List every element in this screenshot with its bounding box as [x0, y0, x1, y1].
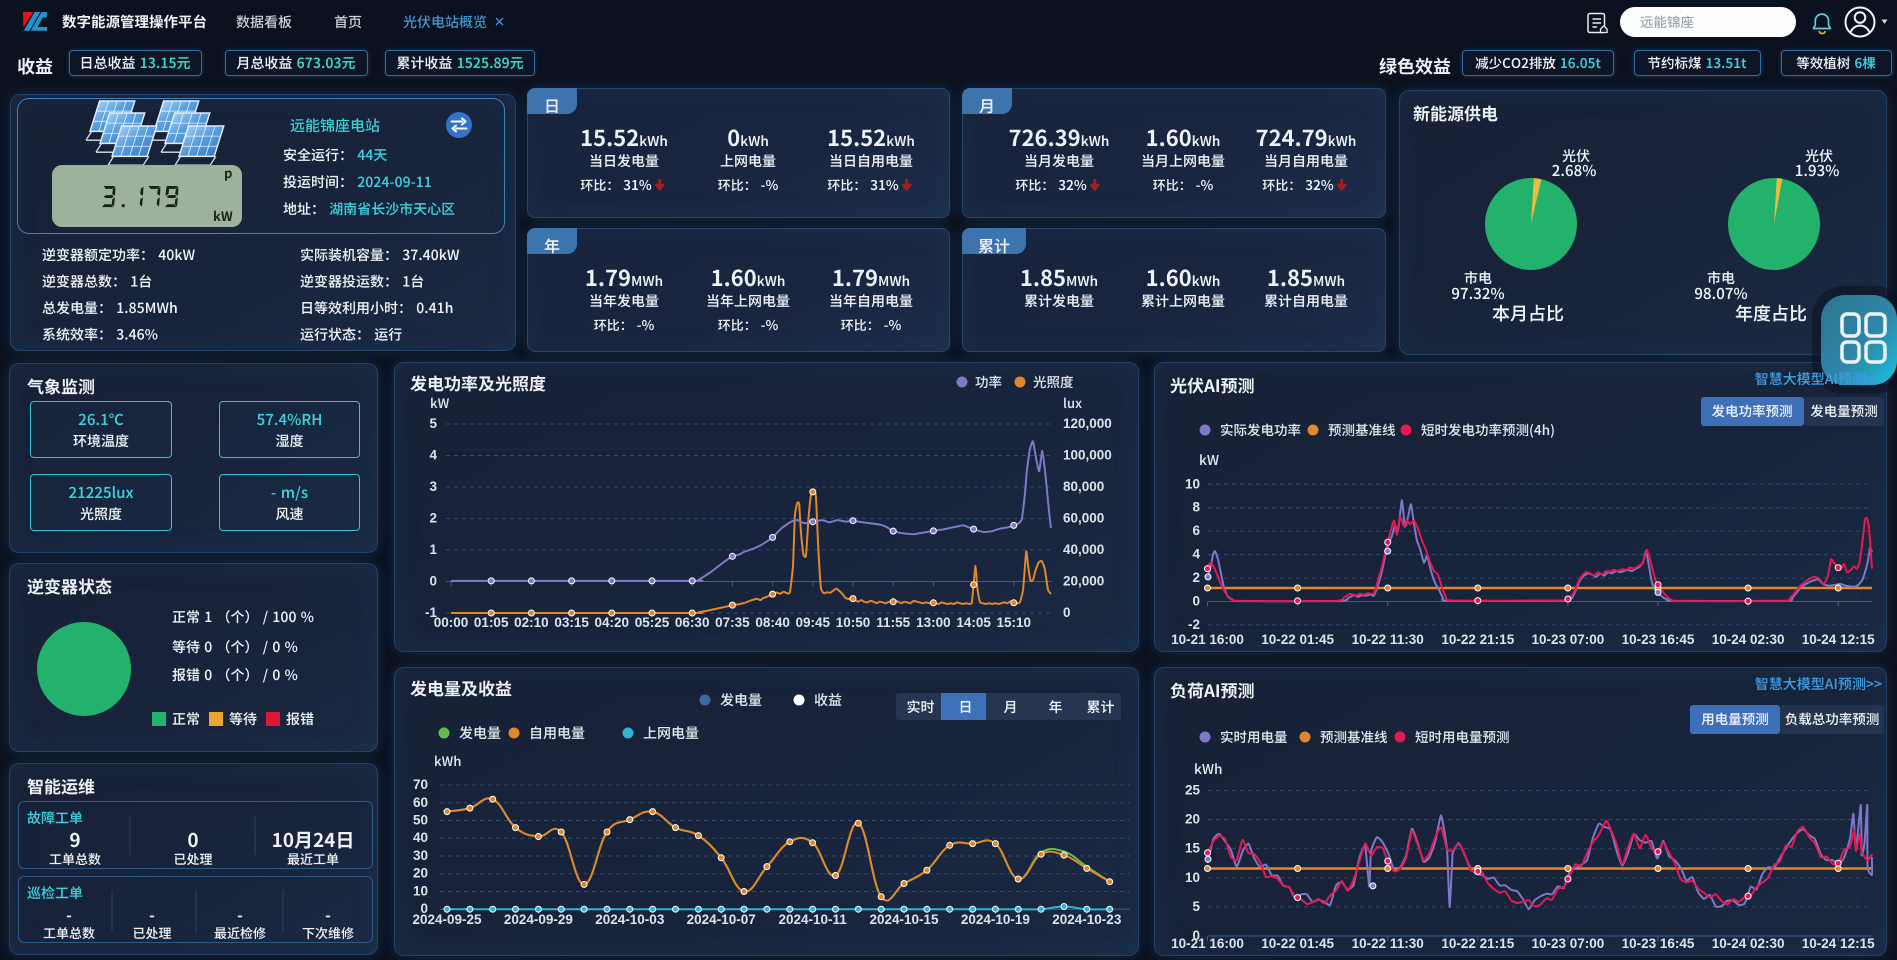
svg-text:11:55: 11:55	[876, 615, 910, 630]
svg-text:04:20: 04:20	[595, 615, 630, 630]
svg-text:6: 6	[1192, 523, 1200, 538]
svg-text:10: 10	[413, 884, 428, 899]
svg-text:100,000: 100,000	[1063, 448, 1112, 463]
svg-text:06:30: 06:30	[675, 615, 710, 630]
svg-text:10-23 16:45: 10-23 16:45	[1622, 632, 1695, 647]
svg-text:5: 5	[429, 416, 437, 431]
svg-text:-1: -1	[425, 605, 437, 620]
svg-text:10: 10	[1185, 476, 1200, 491]
svg-text:2024-10-15: 2024-10-15	[869, 912, 939, 927]
svg-text:30: 30	[413, 848, 428, 863]
svg-text:13:00: 13:00	[916, 615, 951, 630]
svg-text:10-24 12:15: 10-24 12:15	[1802, 632, 1875, 647]
svg-text:10-22 21:15: 10-22 21:15	[1441, 936, 1514, 951]
svg-text:2024-10-23: 2024-10-23	[1052, 912, 1122, 927]
svg-text:50: 50	[413, 813, 428, 828]
svg-text:2024-10-03: 2024-10-03	[595, 912, 665, 927]
svg-text:0: 0	[420, 901, 428, 916]
svg-text:25: 25	[1185, 783, 1201, 798]
svg-text:10-22 01:45: 10-22 01:45	[1261, 632, 1334, 647]
svg-text:2024-09-29: 2024-09-29	[504, 912, 573, 927]
svg-text:10-23 07:00: 10-23 07:00	[1531, 632, 1604, 647]
svg-text:0: 0	[1063, 605, 1071, 620]
svg-text:02:10: 02:10	[514, 615, 549, 630]
svg-text:8: 8	[1192, 500, 1200, 515]
svg-text:10-22 01:45: 10-22 01:45	[1261, 936, 1334, 951]
svg-text:20: 20	[413, 866, 428, 881]
svg-text:60,000: 60,000	[1063, 511, 1104, 526]
svg-text:3: 3	[429, 479, 437, 494]
svg-text:08:40: 08:40	[755, 615, 790, 630]
svg-text:10-23 07:00: 10-23 07:00	[1531, 936, 1604, 951]
svg-text:14:05: 14:05	[956, 615, 991, 630]
svg-text:10-22 11:30: 10-22 11:30	[1352, 632, 1424, 647]
svg-text:10-23 16:45: 10-23 16:45	[1622, 936, 1695, 951]
svg-text:20,000: 20,000	[1063, 574, 1104, 589]
svg-text:10-21 16:00: 10-21 16:00	[1171, 632, 1244, 647]
svg-text:10: 10	[1185, 870, 1200, 885]
svg-text:10-22 11:30: 10-22 11:30	[1352, 936, 1424, 951]
svg-text:2: 2	[429, 511, 437, 526]
svg-text:00:00: 00:00	[434, 615, 469, 630]
svg-text:0: 0	[1192, 928, 1200, 943]
svg-text:0: 0	[1192, 594, 1200, 609]
svg-text:15:10: 15:10	[997, 615, 1032, 630]
svg-text:60: 60	[413, 795, 428, 810]
svg-text:120,000: 120,000	[1063, 416, 1112, 431]
svg-text:70: 70	[413, 777, 428, 792]
svg-text:10-22 21:15: 10-22 21:15	[1441, 632, 1514, 647]
svg-text:-2: -2	[1188, 617, 1200, 632]
svg-text:15: 15	[1185, 841, 1201, 856]
svg-text:2024-10-07: 2024-10-07	[687, 912, 756, 927]
svg-text:09:45: 09:45	[796, 615, 831, 630]
svg-text:0: 0	[429, 574, 437, 589]
svg-text:40: 40	[413, 830, 428, 845]
svg-text:07:35: 07:35	[715, 615, 750, 630]
svg-text:10-24 12:15: 10-24 12:15	[1802, 936, 1875, 951]
svg-text:10-21 16:00: 10-21 16:00	[1171, 936, 1244, 951]
svg-text:40,000: 40,000	[1063, 542, 1104, 557]
svg-text:2024-10-11: 2024-10-11	[778, 912, 847, 927]
svg-text:05:25: 05:25	[635, 615, 670, 630]
svg-text:2024-10-19: 2024-10-19	[961, 912, 1030, 927]
svg-text:1: 1	[429, 542, 437, 557]
svg-text:4: 4	[1192, 547, 1200, 562]
svg-text:01:05: 01:05	[474, 615, 509, 630]
svg-text:10-24 02:30: 10-24 02:30	[1712, 936, 1785, 951]
svg-text:2024-09-25: 2024-09-25	[412, 912, 482, 927]
svg-text:80,000: 80,000	[1063, 479, 1104, 494]
svg-text:5: 5	[1192, 899, 1200, 914]
svg-text:4: 4	[429, 448, 437, 463]
svg-text:03:15: 03:15	[554, 615, 589, 630]
svg-text:10:50: 10:50	[836, 615, 871, 630]
svg-text:2: 2	[1192, 570, 1200, 585]
svg-text:20: 20	[1185, 812, 1200, 827]
svg-text:10-24 02:30: 10-24 02:30	[1712, 632, 1785, 647]
